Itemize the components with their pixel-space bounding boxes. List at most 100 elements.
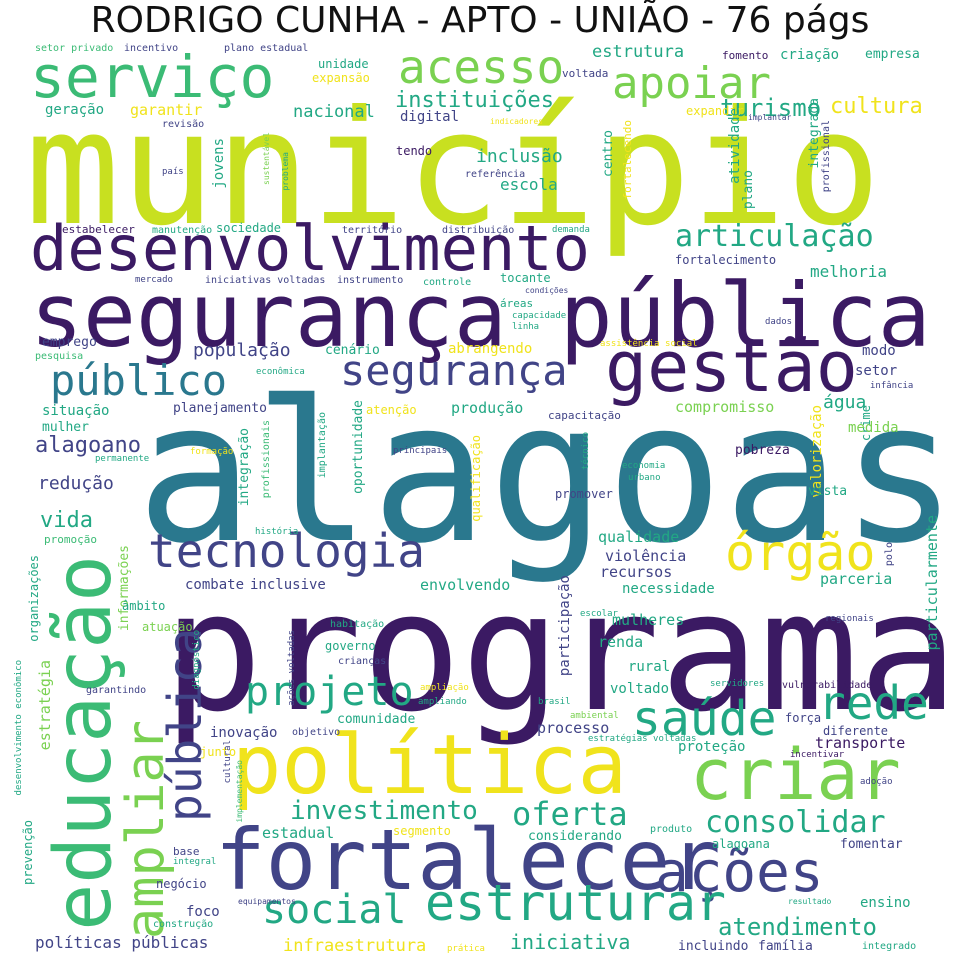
cloud-word: infância — [870, 381, 914, 391]
cloud-word: ampliando — [418, 697, 467, 707]
cloud-word: atendimento — [718, 913, 877, 941]
cloud-word: violência — [605, 547, 687, 565]
cloud-word: planejamento — [173, 401, 267, 416]
cloud-word: estabelecer — [62, 223, 135, 236]
cloud-word: sustentável — [262, 132, 271, 185]
cloud-word: distribuição — [442, 225, 515, 236]
cloud-word: mulheres — [612, 611, 685, 629]
cloud-word: economia — [622, 461, 666, 471]
page-title: RODRIGO CUNHA - APTO - UNIÃO - 76 págs — [90, 0, 870, 41]
cloud-word: equipamentos — [238, 897, 296, 906]
cloud-word: oferta — [512, 795, 628, 833]
cloud-word: água — [823, 392, 867, 413]
cloud-word: rural — [628, 659, 671, 675]
cloud-word: criar — [690, 734, 901, 816]
cloud-word: econômica — [256, 367, 305, 377]
cloud-word: compromisso — [675, 398, 775, 416]
cloud-word: ensino — [860, 895, 911, 911]
cloud-word: história — [255, 527, 299, 537]
cloud-word: principais — [393, 446, 448, 456]
cloud-word: integrado — [862, 941, 917, 952]
cloud-word: proteção — [678, 739, 746, 755]
cloud-word: setor privado — [35, 43, 114, 54]
cloud-word: instrumento — [337, 275, 404, 286]
cloud-word: desenvolvimento econômico — [14, 660, 24, 796]
cloud-word: promover — [555, 487, 613, 501]
cloud-word: ambiental — [570, 711, 619, 721]
cloud-word: participação — [557, 575, 573, 677]
cloud-word: ações voltadas — [287, 630, 297, 706]
cloud-word: pobreza — [735, 443, 790, 458]
cloud-word: particularmente — [923, 515, 941, 651]
cloud-word: incentivo — [124, 43, 179, 54]
cloud-word: demanda — [552, 225, 590, 235]
cloud-word: qualidade — [598, 528, 680, 546]
cloud-word: sociedade — [216, 221, 282, 235]
cloud-word: combate — [185, 577, 245, 593]
cloud-word: centro — [601, 130, 616, 177]
cloud-word: profissional — [821, 120, 832, 193]
cloud-word: informações — [117, 545, 132, 632]
cloud-word: empresa — [865, 47, 920, 62]
cloud-word: processo — [537, 719, 610, 737]
cloud-word: qualificação — [469, 435, 483, 522]
cloud-word: capacidade — [512, 311, 567, 321]
cloud-word: atividade — [727, 108, 743, 184]
cloud-word: inclusão — [476, 146, 563, 167]
cloud-word: segurança — [340, 346, 568, 395]
cloud-word: linha — [512, 322, 540, 332]
cloud-word: fomento — [722, 49, 769, 62]
cloud-word: investimento — [290, 796, 478, 826]
cloud-word: incentivar — [790, 750, 845, 760]
cloud-word: produção — [451, 399, 524, 417]
cloud-word: voltado — [610, 681, 670, 697]
cloud-word: segmento — [393, 824, 451, 838]
cloud-word: referência — [465, 169, 526, 180]
cloud-word: vista — [808, 484, 848, 499]
cloud-word: expandir — [686, 104, 744, 118]
cloud-word: plano — [741, 170, 756, 210]
cloud-word: tendo — [396, 144, 433, 158]
cloud-word: polo — [884, 542, 895, 567]
cloud-word: prática — [447, 944, 485, 954]
cloud-word: assistência social — [600, 339, 698, 349]
cloud-word: profissionais — [261, 420, 272, 499]
cloud-word: integral — [173, 857, 217, 867]
cloud-word: vulnerabilidade — [782, 680, 873, 691]
cloud-word: integração — [237, 428, 252, 507]
cloud-word: desenvolvimento — [30, 212, 590, 285]
cloud-word: projeto — [245, 669, 414, 715]
cloud-word: modo — [862, 343, 896, 359]
cloud-word: expansão — [312, 71, 370, 85]
cloud-word: brasil — [538, 697, 571, 707]
cloud-word: nacional — [293, 102, 375, 122]
cloud-word: fortalecendo — [621, 120, 634, 200]
cloud-word: iniciativa — [510, 930, 631, 954]
cloud-word: redução — [38, 473, 114, 494]
cloud-word: escola — [500, 175, 558, 194]
cloud-word: ações — [655, 840, 824, 905]
cloud-word: situação — [42, 403, 110, 419]
cloud-word: diagnóstico — [192, 630, 202, 690]
cloud-word: fomentar — [840, 837, 903, 852]
cloud-word: comunidade — [337, 712, 416, 727]
cloud-word: setor — [855, 363, 898, 379]
cloud-word: promoção — [44, 533, 97, 546]
cloud-word: renda — [598, 633, 644, 651]
cloud-word: envolvendo — [420, 576, 511, 594]
cloud-word: público — [50, 356, 228, 405]
cloud-word: oportunidade — [351, 400, 366, 494]
cloud-word: atenção — [366, 403, 417, 417]
cloud-word: alagoano — [35, 433, 141, 458]
cloud-word: abrangendo — [448, 341, 533, 357]
cloud-word: revisão — [162, 119, 205, 130]
cloud-word: problema — [281, 152, 290, 191]
cloud-word: capacitação — [548, 409, 621, 422]
cloud-word: vida — [40, 508, 93, 533]
cloud-word: voltada — [562, 67, 609, 80]
cloud-word: educação — [39, 555, 129, 931]
cloud-word: programa — [163, 556, 958, 748]
cloud-word: regionais — [825, 614, 874, 624]
cloud-word: estrutura — [592, 42, 685, 62]
